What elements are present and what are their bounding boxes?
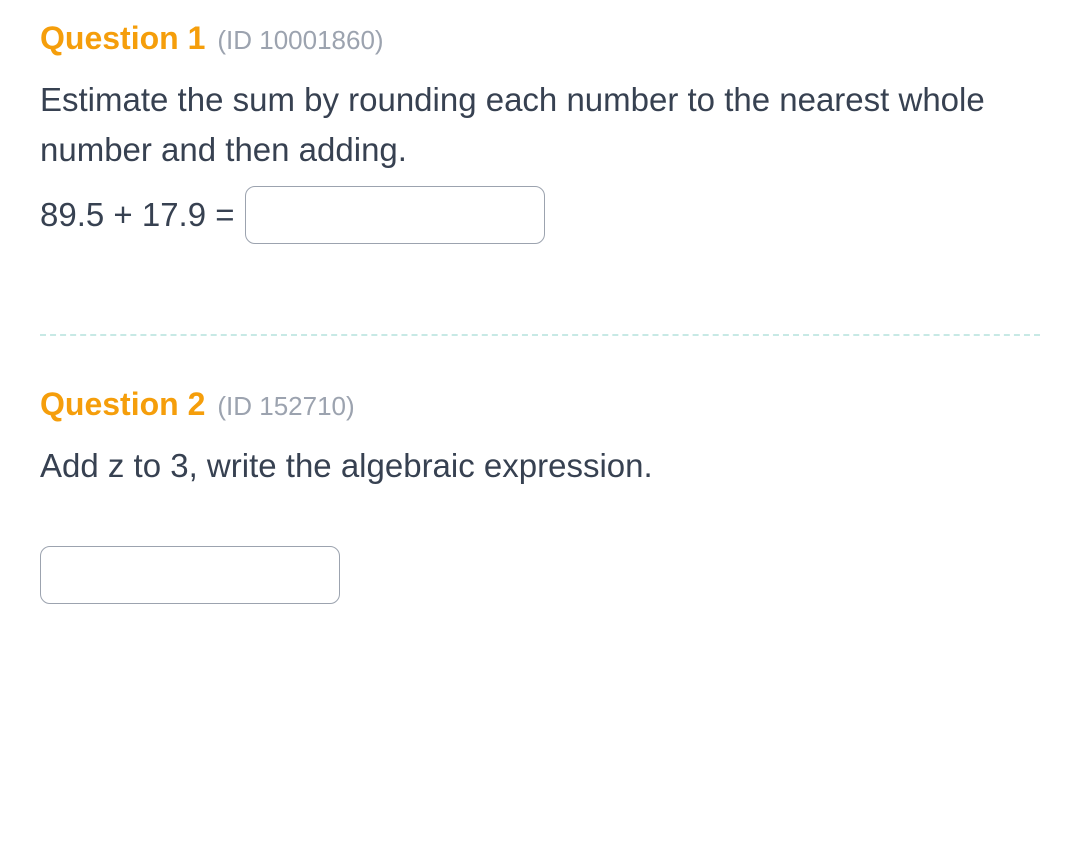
question-divider [40, 334, 1040, 336]
question-2-answer-input[interactable] [40, 546, 340, 604]
question-1-expression-line: 89.5 + 17.9 = [40, 186, 1040, 244]
question-2-input-wrapper [40, 546, 1040, 604]
question-1-block: Question 1 (ID 10001860) Estimate the su… [40, 20, 1040, 244]
question-2-id: (ID 152710) [217, 391, 354, 422]
question-1-prompt: Estimate the sum by rounding each number… [40, 75, 1040, 174]
question-1-title: Question 1 [40, 20, 205, 57]
question-1-expression: 89.5 + 17.9 = [40, 196, 235, 234]
question-2-block: Question 2 (ID 152710) Add z to 3, write… [40, 386, 1040, 604]
question-2-title: Question 2 [40, 386, 205, 423]
question-1-id: (ID 10001860) [217, 25, 383, 56]
question-1-header: Question 1 (ID 10001860) [40, 20, 1040, 57]
question-2-header: Question 2 (ID 152710) [40, 386, 1040, 423]
question-1-answer-input[interactable] [245, 186, 545, 244]
question-2-prompt: Add z to 3, write the algebraic expressi… [40, 441, 1040, 491]
